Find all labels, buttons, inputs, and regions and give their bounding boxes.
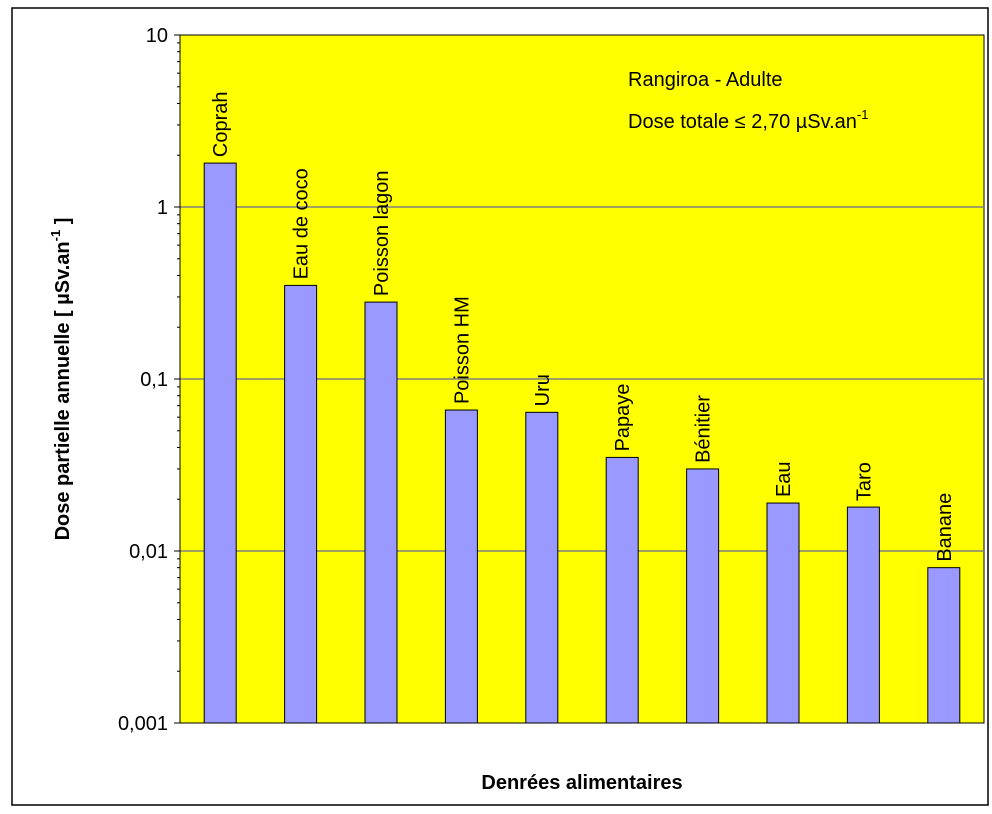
y-tick-label: 0,1 (140, 369, 168, 391)
annotation-site: Rangiroa - Adulte (628, 69, 783, 91)
y-axis-title-text: Dose partielle annuelle [ µSv.an (52, 241, 74, 540)
annotation-total-dose-superscript: -1 (857, 107, 869, 122)
bar-category-label: Taro (853, 462, 875, 501)
annotation-total-dose-text: Dose totale ≤ 2,70 µSv.an (628, 111, 857, 133)
y-tick-label: 10 (146, 25, 168, 47)
bar-category-label: Banane (934, 493, 956, 562)
bar-category-label: Bénitier (693, 395, 715, 463)
x-axis-title: Denrées alimentaires (481, 772, 682, 794)
bar (444, 409, 478, 724)
bar-category-label: Uru (532, 374, 554, 406)
bar-category-label: Poisson lagon (371, 170, 393, 296)
bar-category-label: Eau de coco (291, 168, 313, 279)
bar (686, 468, 720, 724)
bar (284, 284, 318, 724)
bar-category-label: Eau (773, 461, 795, 497)
y-axis-title-end: ] (52, 218, 74, 230)
y-axis-title: Dose partielle annuelle [ µSv.an-1 ] (48, 218, 74, 541)
bar-category-label: Poisson HM (451, 296, 473, 404)
y-axis-title-superscript: -1 (48, 230, 63, 242)
y-tick-label: 0,01 (129, 541, 168, 563)
bar-category-label: Papaye (612, 384, 634, 452)
annotation-total-dose: Dose totale ≤ 2,70 µSv.an-1 (628, 107, 869, 133)
bar-labels: Coprah Eau de coco Poisson lagon Poisson HM… (210, 91, 956, 561)
bar (525, 411, 559, 724)
bar (766, 502, 800, 724)
bar (846, 506, 880, 724)
bar-category-label: Coprah (210, 91, 232, 157)
bars (203, 162, 961, 724)
y-tick-label: 0,001 (118, 713, 168, 735)
y-tick-label: 1 (157, 197, 168, 219)
y-axis-ticks: 10 1 0,1 0,01 0,001 (118, 25, 180, 735)
bar (364, 301, 398, 724)
bar (927, 567, 961, 724)
bar (203, 162, 237, 724)
bar (605, 456, 639, 724)
